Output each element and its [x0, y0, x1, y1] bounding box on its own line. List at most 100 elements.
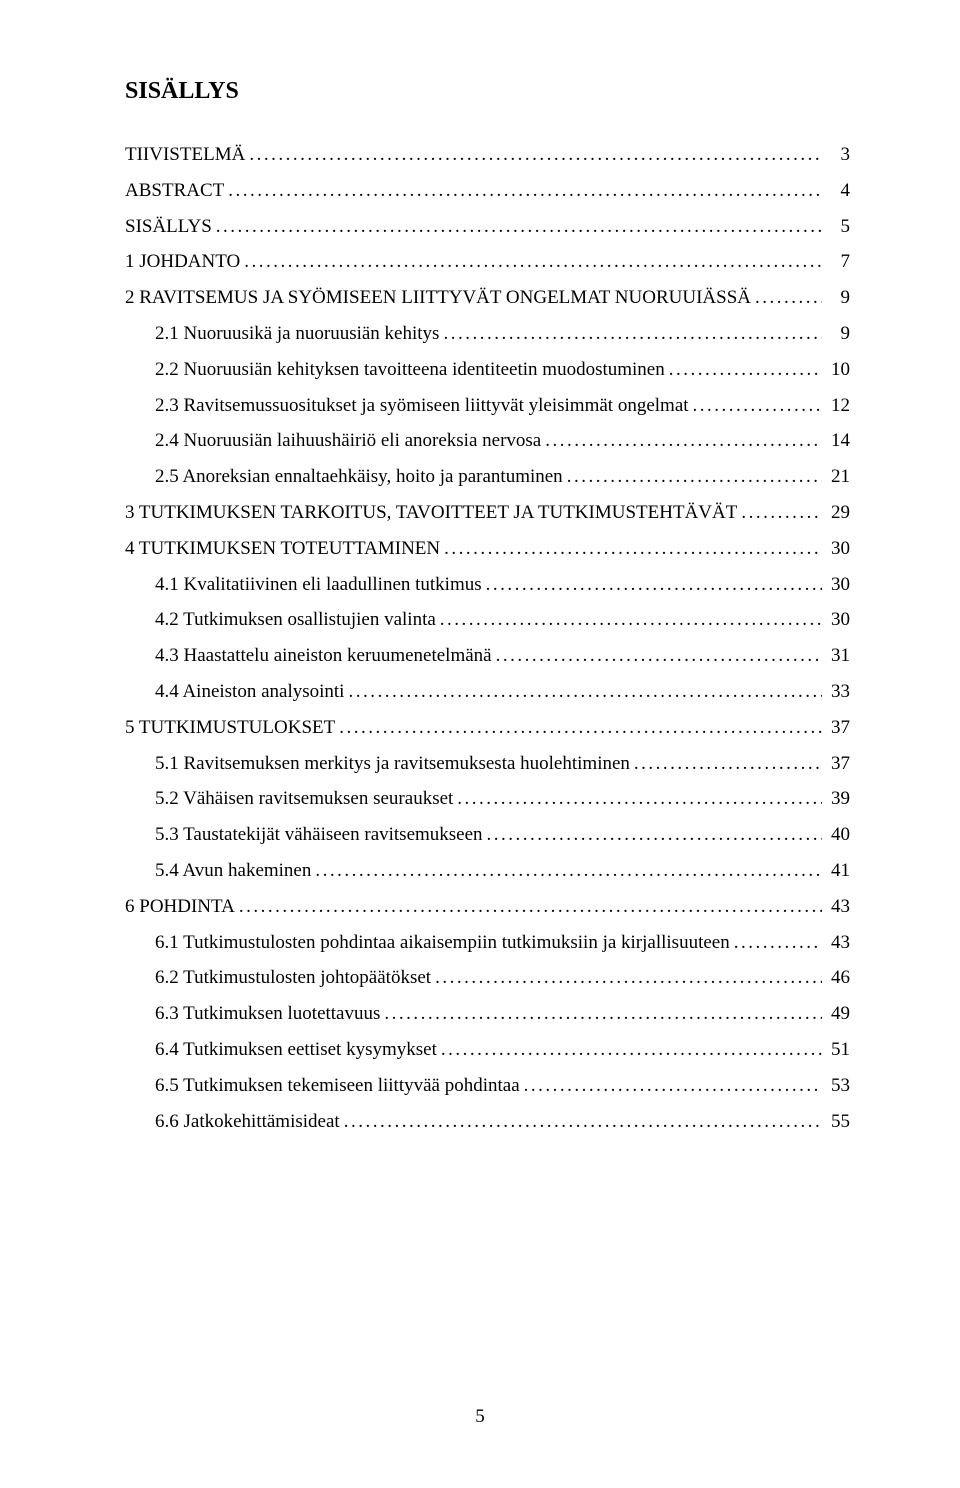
toc-entry-label: 5 TUTKIMUSTULOKSET	[125, 718, 335, 737]
toc-entry: 5 TUTKIMUSTULOKSET 37	[125, 718, 850, 737]
toc-leader-dots	[439, 324, 822, 343]
toc-entry-label: SISÄLLYS	[125, 217, 212, 236]
toc-leader-dots	[730, 933, 822, 952]
toc-entry-page: 37	[822, 718, 850, 737]
toc-entry-page: 9	[822, 324, 850, 343]
toc-leader-dots	[245, 145, 822, 164]
toc-entry-label: 4.2 Tutkimuksen osallistujien valinta	[155, 610, 436, 629]
toc-entry-page: 5	[822, 217, 850, 236]
toc-entry-label: 4.3 Haastattelu aineiston keruumenetelmä…	[155, 646, 492, 665]
toc-entry-page: 3	[822, 145, 850, 164]
toc-entry-label: 2.3 Ravitsemussuositukset ja syömiseen l…	[155, 396, 689, 415]
toc-leader-dots	[436, 610, 822, 629]
toc-entry-label: 6.4 Tutkimuksen eettiset kysymykset	[155, 1040, 437, 1059]
toc-leader-dots	[335, 718, 822, 737]
toc-entry-label: 2.5 Anoreksian ennaltaehkäisy, hoito ja …	[155, 467, 563, 486]
toc-entry: 2.4 Nuoruusiän laihuushäiriö eli anoreks…	[125, 431, 850, 450]
toc-leader-dots	[751, 288, 822, 307]
toc-entry-page: 51	[822, 1040, 850, 1059]
toc-entry-label: 6.5 Tutkimuksen tekemiseen liittyvää poh…	[155, 1076, 520, 1095]
toc-entry-page: 39	[822, 789, 850, 808]
toc-entry-label: 4 TUTKIMUKSEN TOTEUTTAMINEN	[125, 539, 440, 558]
toc-leader-dots	[492, 646, 822, 665]
toc-entry: 5.2 Vähäisen ravitsemuksen seuraukset39	[125, 789, 850, 808]
toc-leader-dots	[431, 968, 822, 987]
toc-entry-page: 33	[822, 682, 850, 701]
toc-entry-label: 5.4 Avun hakeminen	[155, 861, 311, 880]
toc-entry-label: 4.1 Kvalitatiivinen eli laadullinen tutk…	[155, 575, 482, 594]
toc-entry: 6.6 Jatkokehittämisideat 55	[125, 1112, 850, 1131]
toc-entry: SISÄLLYS 5	[125, 217, 850, 236]
toc-leader-dots	[240, 252, 822, 271]
toc-entry: 3 TUTKIMUKSEN TARKOITUS, TAVOITTEET JA T…	[125, 503, 850, 522]
toc-entry-page: 53	[822, 1076, 850, 1095]
toc-entry-label: 2.1 Nuoruusikä ja nuoruusiän kehitys	[155, 324, 439, 343]
toc-entry: 5.3 Taustatekijät vähäiseen ravitsemukse…	[125, 825, 850, 844]
toc-entry-page: 29	[822, 503, 850, 522]
toc-leader-dots	[311, 861, 822, 880]
toc-leader-dots	[689, 396, 822, 415]
toc-leader-dots	[380, 1004, 822, 1023]
toc-entry-page: 9	[822, 288, 850, 307]
toc-entry: 4.2 Tutkimuksen osallistujien valinta 30	[125, 610, 850, 629]
toc-entry-label: 3 TUTKIMUKSEN TARKOITUS, TAVOITTEET JA T…	[125, 503, 737, 522]
page-title: SISÄLLYS	[125, 78, 850, 105]
toc-leader-dots	[482, 575, 822, 594]
toc-entry-label: 2.4 Nuoruusiän laihuushäiriö eli anoreks…	[155, 431, 541, 450]
toc-entry: 6.4 Tutkimuksen eettiset kysymykset 51	[125, 1040, 850, 1059]
toc-entry: 6.1 Tutkimustulosten pohdintaa aikaisemp…	[125, 933, 850, 952]
toc-entry-page: 55	[822, 1112, 850, 1131]
toc-entry-label: 2.2 Nuoruusiän kehityksen tavoitteena id…	[155, 360, 665, 379]
toc-entry: 2.2 Nuoruusiän kehityksen tavoitteena id…	[125, 360, 850, 379]
toc-entry: 6.3 Tutkimuksen luotettavuus 49	[125, 1004, 850, 1023]
toc-entry-page: 37	[822, 754, 850, 773]
toc-entry-page: 10	[822, 360, 850, 379]
toc-entry-page: 4	[822, 181, 850, 200]
toc-leader-dots	[665, 360, 822, 379]
toc-leader-dots	[440, 539, 822, 558]
toc-entry-label: 1 JOHDANTO	[125, 252, 240, 271]
toc-entry: 1 JOHDANTO 7	[125, 252, 850, 271]
toc-entry: 4.3 Haastattelu aineiston keruumenetelmä…	[125, 646, 850, 665]
toc-entry-page: 43	[822, 897, 850, 916]
toc-leader-dots	[563, 467, 822, 486]
toc-entry: 5.1 Ravitsemuksen merkitys ja ravitsemuk…	[125, 754, 850, 773]
toc-leader-dots	[520, 1076, 822, 1095]
toc-leader-dots	[212, 217, 822, 236]
toc-entry-page: 7	[822, 252, 850, 271]
toc-entry: 5.4 Avun hakeminen 41	[125, 861, 850, 880]
toc-leader-dots	[437, 1040, 822, 1059]
toc-entry-label: 5.3 Taustatekijät vähäiseen ravitsemukse…	[155, 825, 483, 844]
toc-entry-label: 6.6 Jatkokehittämisideat	[155, 1112, 340, 1131]
toc-entry-label: 4.4 Aineiston analysointi	[155, 682, 344, 701]
toc-leader-dots	[224, 181, 822, 200]
page-number: 5	[0, 1406, 960, 1428]
toc-entry-page: 43	[822, 933, 850, 952]
toc-entry: 6.5 Tutkimuksen tekemiseen liittyvää poh…	[125, 1076, 850, 1095]
toc-leader-dots	[235, 897, 822, 916]
toc-entry-label: 2 RAVITSEMUS JA SYÖMISEEN LIITTYVÄT ONGE…	[125, 288, 751, 307]
toc-entry-label: ABSTRACT	[125, 181, 224, 200]
toc-entry: 4.4 Aineiston analysointi 33	[125, 682, 850, 701]
table-of-contents: TIIVISTELMÄ 3 ABSTRACT 4 SISÄLLYS 5 1 JOHDANTO…	[125, 145, 850, 1131]
toc-entry-page: 30	[822, 539, 850, 558]
document-page: SISÄLLYS TIIVISTELMÄ3ABSTRACT4SISÄLLYS51…	[0, 0, 960, 1488]
toc-entry-page: 12	[822, 396, 850, 415]
toc-entry-label: 6.3 Tutkimuksen luotettavuus	[155, 1004, 380, 1023]
toc-leader-dots	[340, 1112, 822, 1131]
toc-entry: 4.1 Kvalitatiivinen eli laadullinen tutk…	[125, 575, 850, 594]
toc-entry: 2.1 Nuoruusikä ja nuoruusiän kehitys 9	[125, 324, 850, 343]
toc-entry-page: 30	[822, 610, 850, 629]
toc-entry-page: 41	[822, 861, 850, 880]
toc-entry-page: 21	[822, 467, 850, 486]
toc-entry-label: TIIVISTELMÄ	[125, 145, 245, 164]
toc-entry: 6 POHDINTA43	[125, 897, 850, 916]
toc-entry-label: 6.2 Tutkimustulosten johtopäätökset	[155, 968, 431, 987]
toc-leader-dots	[630, 754, 822, 773]
toc-entry-page: 49	[822, 1004, 850, 1023]
toc-entry-label: 5.1 Ravitsemuksen merkitys ja ravitsemuk…	[155, 754, 630, 773]
toc-entry-page: 46	[822, 968, 850, 987]
toc-entry-page: 30	[822, 575, 850, 594]
toc-entry-label: 6.1 Tutkimustulosten pohdintaa aikaisemp…	[155, 933, 730, 952]
toc-entry: 2.3 Ravitsemussuositukset ja syömiseen l…	[125, 396, 850, 415]
